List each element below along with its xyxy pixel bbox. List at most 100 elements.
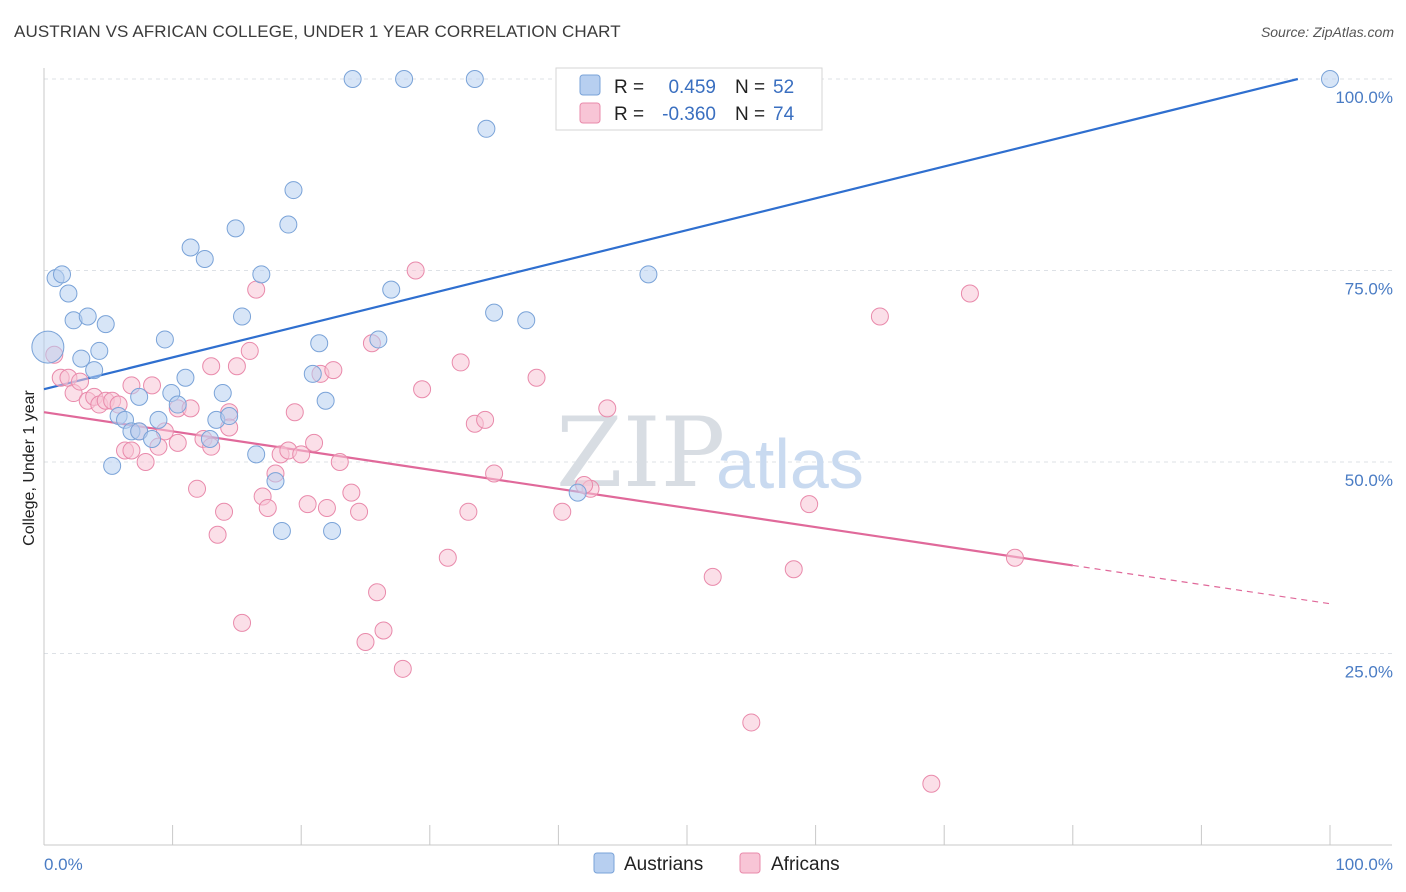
point-africans: [784, 560, 803, 579]
point-austrians: [59, 284, 78, 303]
point-austrians: [233, 307, 252, 326]
point-africans: [742, 713, 761, 732]
point-austrians: [155, 330, 174, 349]
point-africans: [1005, 548, 1024, 567]
series-legend: Austrians Africans: [593, 852, 840, 875]
point-africans: [350, 502, 369, 521]
legend-r-value-1: 0.459: [668, 77, 716, 98]
point-austrians: [272, 521, 291, 540]
point-africans: [202, 357, 221, 376]
legend-n-value-2: 74: [773, 104, 795, 125]
y-tick-labels: 100.0% 75.0% 50.0% 25.0%: [1335, 88, 1393, 682]
point-austrians: [195, 250, 214, 269]
point-africans: [305, 433, 324, 452]
watermark-atlas: atlas: [716, 425, 864, 503]
point-austrians: [284, 181, 303, 200]
point-africans: [413, 380, 432, 399]
point-africans: [703, 567, 722, 586]
point-austrians: [103, 456, 122, 475]
point-austrians: [343, 70, 362, 88]
legend-r-label-1: R =: [614, 77, 644, 98]
bottom-legend-africans: Africans: [771, 854, 840, 875]
watermark: ZIP atlas: [556, 397, 864, 509]
point-africans: [208, 525, 227, 544]
legend-r-value-2: -0.360: [662, 104, 716, 125]
point-africans: [285, 403, 304, 422]
trend-line-austrians: [43, 77, 1299, 391]
point-africans: [143, 376, 162, 395]
point-austrians: [395, 70, 414, 88]
point-africans: [476, 410, 495, 429]
point-africans: [356, 633, 375, 652]
point-austrians: [568, 483, 587, 502]
point-africans: [298, 495, 317, 514]
point-africans: [215, 502, 234, 521]
point-austrians: [310, 334, 329, 353]
x-tick-labels: 0.0% 100.0%: [44, 855, 1393, 874]
point-austrians: [149, 410, 168, 429]
point-austrians: [465, 70, 484, 88]
point-austrians: [78, 307, 97, 326]
correlation-legend: R = 0.459 N = 52 R = -0.360 N = 74: [555, 67, 823, 131]
y-tick-label: 75.0%: [1345, 280, 1393, 299]
point-africans: [227, 357, 246, 376]
point-africans: [960, 284, 979, 303]
point-austrians: [639, 265, 658, 284]
point-austrians: [303, 364, 322, 383]
point-africans: [368, 583, 387, 602]
x-tick-label: 100.0%: [1335, 855, 1393, 874]
trend-lines: [43, 77, 1331, 605]
point-africans: [393, 659, 412, 678]
point-austrians: [85, 361, 104, 380]
point-africans: [870, 307, 889, 326]
point-austrians: [72, 349, 91, 368]
point-austrians: [477, 119, 496, 138]
point-africans: [553, 502, 572, 521]
point-africans: [598, 399, 617, 418]
point-austrians: [200, 430, 219, 449]
point-austrians: [53, 265, 72, 284]
point-africans: [258, 498, 277, 517]
point-africans: [485, 464, 504, 483]
point-austrians: [1321, 70, 1339, 88]
axes: [43, 68, 1392, 846]
point-africans: [438, 548, 457, 567]
legend-n-label-1: N =: [735, 77, 765, 98]
point-austrians: [323, 521, 342, 540]
point-africans: [168, 433, 187, 452]
legend-n-label-2: N =: [735, 104, 765, 125]
legend-swatch-austrians: [579, 74, 601, 96]
point-austrians: [247, 445, 266, 464]
point-austrians: [220, 407, 239, 426]
point-africans: [451, 353, 470, 372]
point-africans: [233, 613, 252, 632]
point-austrians: [266, 472, 285, 491]
point-africans: [122, 441, 141, 460]
point-africans: [330, 453, 349, 471]
point-africans: [342, 483, 361, 502]
point-austrians: [181, 238, 200, 257]
point-africans: [71, 372, 90, 391]
point-africans: [292, 445, 311, 464]
point-africans: [188, 479, 207, 498]
scatter-points: [31, 70, 1339, 793]
point-austrians: [96, 315, 115, 334]
point-austrians: [369, 330, 388, 349]
bottom-legend-swatch-africans: [739, 852, 761, 874]
point-austrians: [31, 330, 65, 364]
y-tick-label: 100.0%: [1335, 88, 1393, 107]
point-austrians: [168, 395, 187, 414]
source-label: Source: ZipAtlas.com: [1260, 24, 1394, 40]
bottom-legend-austrians: Austrians: [624, 854, 703, 875]
point-africans: [324, 361, 343, 380]
bottom-legend-swatch-austrians: [593, 852, 615, 874]
y-tick-label: 25.0%: [1345, 663, 1393, 682]
point-africans: [374, 621, 393, 640]
point-austrians: [382, 280, 401, 299]
point-austrians: [226, 219, 245, 238]
point-africans: [317, 498, 336, 517]
y-axis-label: College, Under 1 year: [21, 390, 38, 546]
point-austrians: [252, 265, 271, 284]
y-tick-label: 50.0%: [1345, 471, 1393, 490]
